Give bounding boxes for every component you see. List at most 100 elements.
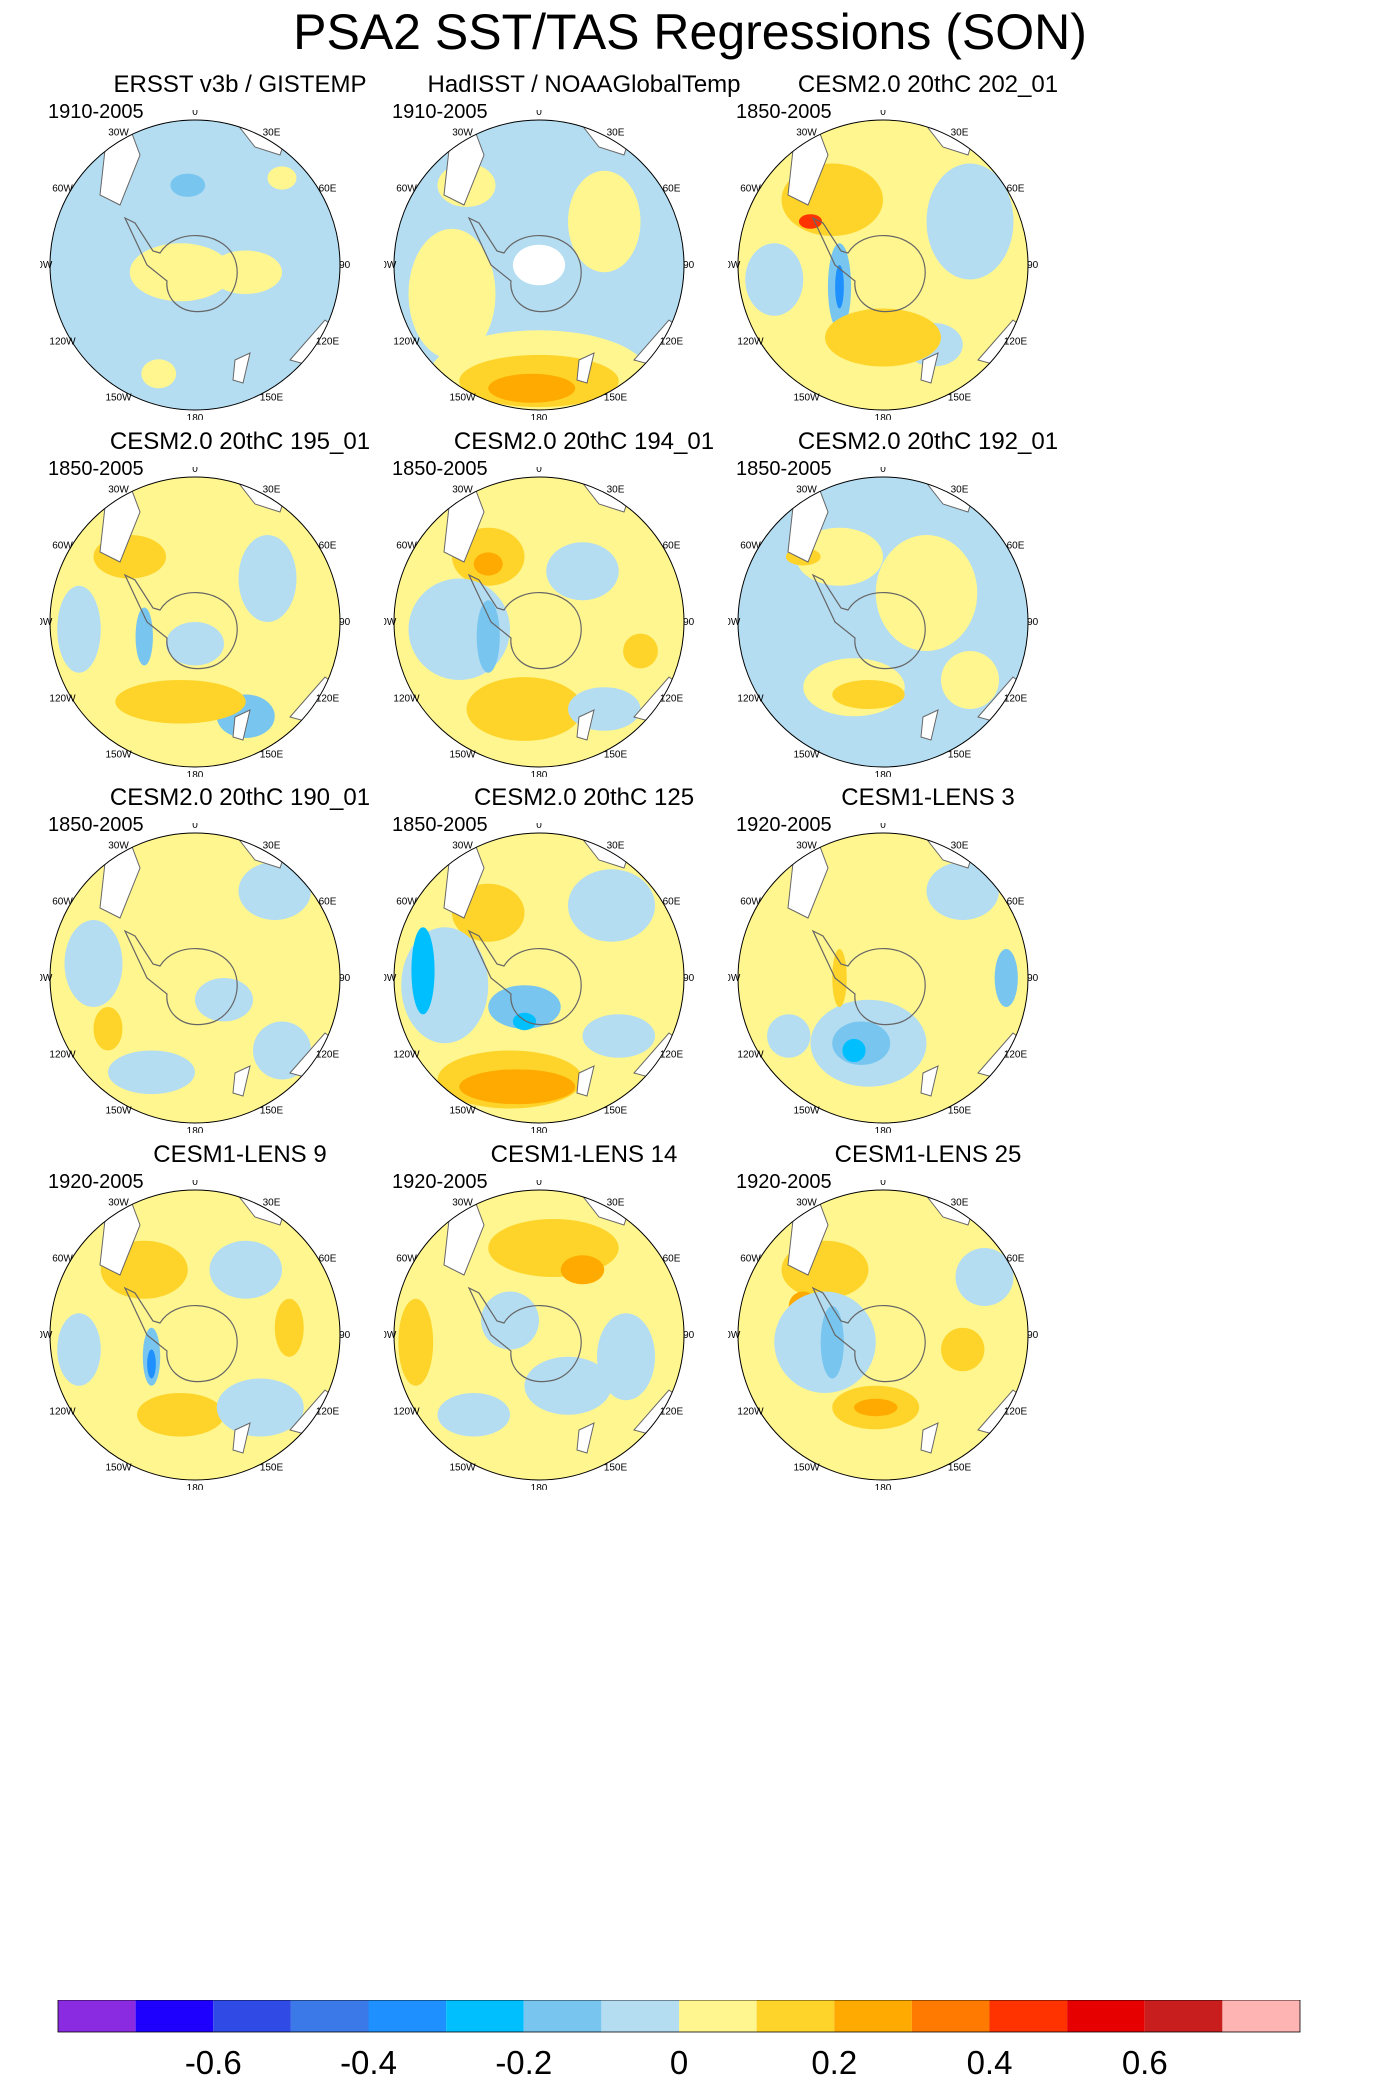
antarctica-coastline xyxy=(467,573,582,670)
longitude-label: 30W xyxy=(108,127,129,138)
longitude-label: 90E xyxy=(339,617,350,628)
new-zealand-land xyxy=(232,1065,251,1097)
longitude-label: 120E xyxy=(316,337,340,348)
antarctica-coastline xyxy=(123,573,238,670)
longitude-label: 150W xyxy=(105,1463,132,1474)
panel-period: 1850-2005 xyxy=(48,814,144,836)
longitude-label: 180 xyxy=(187,413,204,420)
longitude-label: 180 xyxy=(187,770,204,777)
longitude-label: 180 xyxy=(531,413,548,420)
anomaly-patch xyxy=(546,542,619,601)
longitude-label: 30W xyxy=(796,1197,817,1208)
map-panel: ERSST v3b / GISTEMP 1910-2005 0 30E 60E 90E 12… xyxy=(10,70,470,540)
anomaly-patch xyxy=(820,1306,844,1379)
antarctica-coastline xyxy=(467,216,582,313)
anomaly-patch xyxy=(941,651,999,709)
colorbar-swatch xyxy=(290,2000,369,2032)
map-border xyxy=(49,832,341,1124)
longitude-label: 90E xyxy=(1027,260,1038,271)
panel-title: CESM1-LENS 3 xyxy=(841,784,1015,811)
longitude-label: 150W xyxy=(449,1463,476,1474)
panel-period: 1850-2005 xyxy=(48,458,144,480)
longitude-label: 30W xyxy=(452,484,473,495)
longitude-label: 150W xyxy=(449,1106,476,1117)
anomaly-patch xyxy=(926,163,1014,280)
panel-period: 1910-2005 xyxy=(48,101,144,123)
map-border xyxy=(393,119,685,411)
anomaly-patch xyxy=(137,1393,224,1437)
anomaly-patch xyxy=(582,1014,655,1058)
anomaly-patch xyxy=(135,607,153,666)
polar-map: 0 30E 60E 90E 120E 150E 180 150W 120W 90W 60W 30W xyxy=(40,1180,350,1490)
anomaly-patch xyxy=(854,1398,898,1417)
anomaly-patch xyxy=(274,1298,304,1357)
map-border xyxy=(737,832,1029,1124)
longitude-label: 90E xyxy=(339,973,350,984)
map-panel: CESM2.0 20thC 125 1850-2005 0 30E 60E 90E 120E… xyxy=(354,783,814,1253)
colorbar-swatch xyxy=(601,2000,679,2032)
colorbar-tick-label: -0.6 xyxy=(185,2044,242,2081)
polar-map: 0 30E 60E 90E 120E 150E 180 150W 120W 90W 60W 30W xyxy=(384,467,694,777)
longitude-label: 30E xyxy=(951,484,969,495)
anomaly-patch xyxy=(568,869,655,942)
longitude-label: 90W xyxy=(728,1330,741,1341)
longitude-label: 150E xyxy=(260,750,284,761)
longitude-label: 30E xyxy=(951,1197,969,1208)
longitude-label: 30E xyxy=(263,1197,281,1208)
longitude-label: 30W xyxy=(796,484,817,495)
longitude-label: 120E xyxy=(1004,694,1028,705)
longitude-label: 0 xyxy=(192,110,198,118)
antarctica-coastline xyxy=(467,929,582,1026)
anomaly-patch xyxy=(267,166,297,190)
longitude-label: 60W xyxy=(52,541,73,552)
longitude-label: 180 xyxy=(875,1126,892,1133)
longitude-label: 60W xyxy=(740,184,761,195)
longitude-label: 150W xyxy=(105,393,132,404)
polar-map: 0 30E 60E 90E 120E 150E 180 150W 120W 90W 60W 30W xyxy=(384,110,694,420)
longitude-label: 60W xyxy=(396,184,417,195)
longitude-label: 150W xyxy=(793,1463,820,1474)
colorbar-frame xyxy=(57,2000,1301,2033)
anomaly-patch xyxy=(64,920,123,1007)
panel-title: CESM1-LENS 14 xyxy=(490,1141,678,1168)
anomaly-patch xyxy=(560,1255,605,1285)
new-zealand-land xyxy=(920,1065,939,1097)
colorbar-tick-label: -0.4 xyxy=(340,2044,397,2081)
anomaly-patch xyxy=(745,243,804,316)
longitude-label: 90W xyxy=(40,617,53,628)
polar-map: 0 30E 60E 90E 120E 150E 180 150W 120W 90W 60W 30W xyxy=(728,467,1038,777)
map-border xyxy=(737,1189,1029,1481)
anomaly-patch xyxy=(524,1356,612,1415)
longitude-label: 60E xyxy=(1007,184,1025,195)
colorbar-swatch xyxy=(834,2000,912,2032)
longitude-label: 120W xyxy=(737,337,764,348)
anomaly-patch xyxy=(476,600,500,673)
longitude-label: 90E xyxy=(683,617,694,628)
longitude-label: 0 xyxy=(192,1180,198,1188)
anomaly-patch xyxy=(623,633,658,669)
anomaly-patch xyxy=(408,228,496,360)
longitude-label: 180 xyxy=(875,770,892,777)
antarctica-coastline xyxy=(811,929,926,1026)
longitude-label: 150E xyxy=(604,1463,628,1474)
longitude-label: 120W xyxy=(393,1050,420,1061)
longitude-label: 120W xyxy=(737,1407,764,1418)
longitude-label: 150E xyxy=(948,1106,972,1117)
anomaly-patch xyxy=(411,927,435,1015)
colorbar-swatch xyxy=(1222,2000,1300,2032)
longitude-label: 90W xyxy=(384,973,397,984)
longitude-label: 120E xyxy=(660,694,684,705)
anomaly-patch xyxy=(209,1240,282,1299)
longitude-label: 120E xyxy=(1004,337,1028,348)
panel-title: CESM2.0 20thC 202_01 xyxy=(797,71,1059,98)
longitude-label: 120W xyxy=(49,1407,76,1418)
longitude-label: 60W xyxy=(52,184,73,195)
longitude-label: 120W xyxy=(49,337,76,348)
anomaly-patch xyxy=(170,173,206,197)
longitude-label: 150E xyxy=(948,750,972,761)
longitude-label: 120W xyxy=(393,694,420,705)
longitude-label: 60E xyxy=(1007,897,1025,908)
longitude-label: 120E xyxy=(660,1407,684,1418)
longitude-label: 90E xyxy=(683,260,694,271)
colorbar-swatch xyxy=(989,2000,1068,2032)
